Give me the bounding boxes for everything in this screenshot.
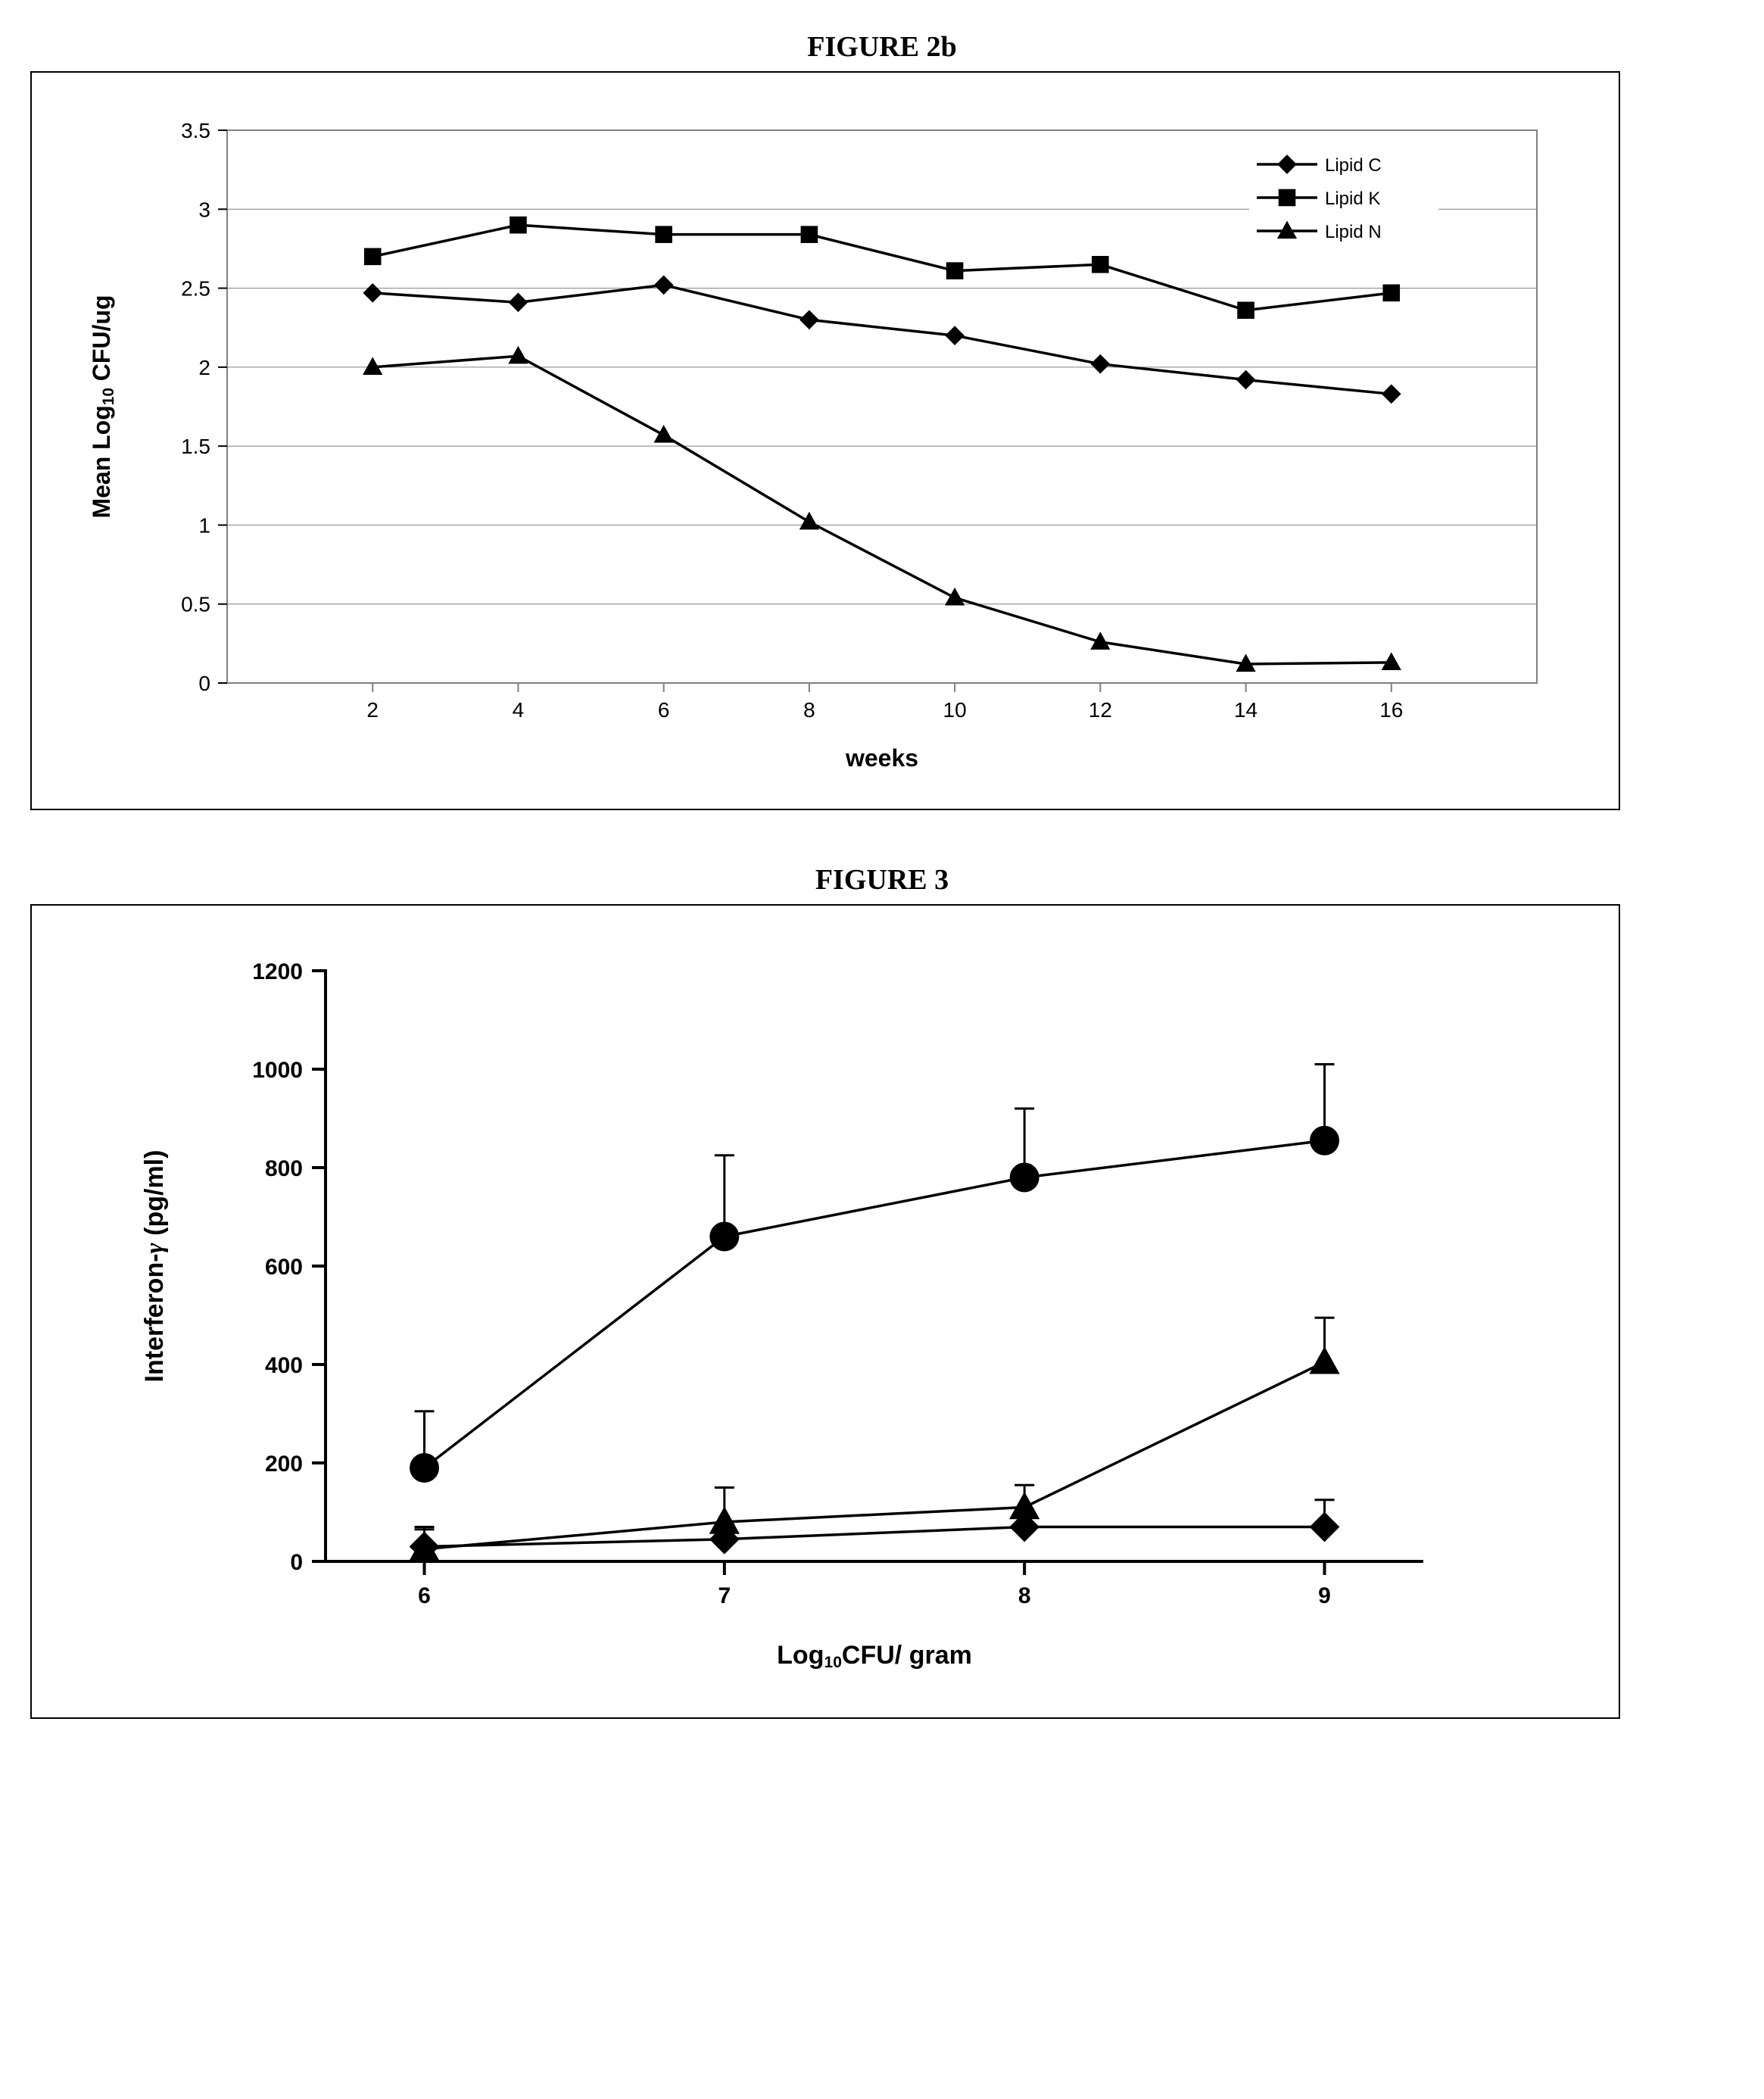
- svg-text:Log10CFU/ gram: Log10CFU/ gram: [777, 1641, 972, 1671]
- svg-text:600: 600: [265, 1255, 303, 1280]
- svg-text:6: 6: [418, 1583, 431, 1608]
- svg-text:Lipid N: Lipid N: [1325, 222, 1382, 242]
- figure-3-frame: 0 200 400 600 800 1000 1200 6 7 8 9 Log10CFU/ gram I…: [30, 904, 1620, 1719]
- figure-2b-frame: 0 0.5 1 1.5 2 2.5 3 3.5 2 4 6 8 10 12 14 16 weeks Mean Lo…: [30, 71, 1620, 810]
- svg-text:10: 10: [943, 698, 967, 722]
- svg-text:200: 200: [265, 1452, 303, 1477]
- svg-text:800: 800: [265, 1156, 303, 1181]
- svg-text:1200: 1200: [252, 959, 303, 984]
- svg-text:Lipid K: Lipid K: [1325, 189, 1380, 209]
- svg-text:0: 0: [290, 1550, 303, 1575]
- svg-text:3: 3: [198, 198, 210, 221]
- svg-text:9: 9: [1318, 1583, 1331, 1608]
- svg-text:0.5: 0.5: [181, 593, 210, 616]
- svg-text:weeks: weeks: [845, 744, 918, 772]
- svg-text:400: 400: [265, 1353, 303, 1378]
- svg-text:4: 4: [513, 698, 525, 722]
- svg-text:2: 2: [198, 356, 210, 379]
- svg-text:6: 6: [658, 698, 670, 722]
- svg-text:7: 7: [718, 1583, 731, 1608]
- svg-text:Lipid C: Lipid C: [1325, 155, 1382, 176]
- svg-text:2.5: 2.5: [181, 277, 210, 301]
- svg-text:3.5: 3.5: [181, 119, 210, 142]
- figure-2b-chart: 0 0.5 1 1.5 2 2.5 3 3.5 2 4 6 8 10 12 14 16 weeks Mean Lo…: [68, 100, 1582, 781]
- svg-text:16: 16: [1379, 698, 1403, 722]
- svg-text:0: 0: [198, 672, 210, 695]
- svg-text:8: 8: [803, 698, 815, 722]
- figure-3-title: FIGURE 3: [30, 863, 1734, 897]
- svg-text:1: 1: [198, 513, 210, 537]
- figure-2b-block: FIGURE 2b 0 0.5 1 1.5 2 2.5 3 3.5 2 4 6 8 10 12 14 16 we…: [30, 30, 1734, 810]
- svg-text:12: 12: [1089, 698, 1112, 722]
- svg-text:1.5: 1.5: [181, 435, 210, 458]
- svg-text:14: 14: [1234, 698, 1258, 722]
- svg-text:Mean Log10 CFU/ug: Mean Log10 CFU/ug: [88, 295, 117, 518]
- figure-2b-title: FIGURE 2b: [30, 30, 1734, 64]
- svg-text:2: 2: [366, 698, 379, 722]
- svg-text:Interferon-γ (pg/ml): Interferon-γ (pg/ml): [140, 1150, 169, 1383]
- svg-text:8: 8: [1018, 1583, 1031, 1608]
- figure-3-chart: 0 200 400 600 800 1000 1200 6 7 8 9 Log10CFU/ gram I…: [68, 933, 1582, 1690]
- figure-3-block: FIGURE 3 0 200 400 600 800 1000 1200 6 7 8 9 Log10C…: [30, 863, 1734, 1719]
- svg-text:1000: 1000: [252, 1058, 303, 1083]
